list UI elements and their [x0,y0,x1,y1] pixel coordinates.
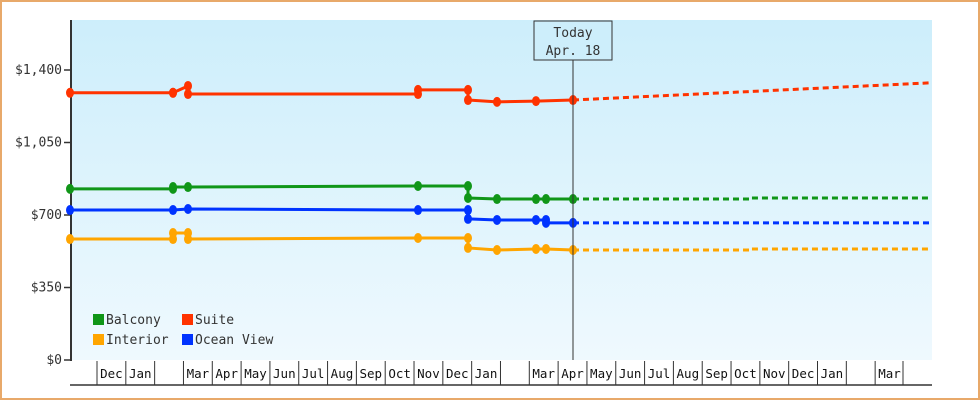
x-month-label: Nov [763,366,786,381]
x-month-label: May [244,366,267,381]
x-month-label: Jun [273,366,296,381]
series-ocean-view [66,203,930,228]
data-point[interactable] [532,214,540,225]
data-point[interactable] [532,194,540,205]
plot-area [72,20,932,360]
x-month-label: Sep [705,366,728,381]
x-month-label: Dec [446,366,469,381]
data-point[interactable] [414,232,422,243]
y-tick-label: $0 [46,353,62,368]
x-month-label: Mar [187,366,210,381]
today-label: Today [553,26,592,41]
legend-item-ocean-view[interactable]: Ocean View [182,333,273,348]
y-tick-label: $1,050 [15,136,62,151]
x-month-label: May [590,366,613,381]
series-balcony [66,181,930,205]
legend-item-interior[interactable]: Interior [93,333,169,348]
x-month-label: Jul [648,366,671,381]
x-month-label: Jan [129,366,152,381]
data-point[interactable] [184,89,192,100]
legend: Balcony Suite Interior Ocean View [93,313,273,348]
x-month-label: Apr [561,366,584,381]
data-point[interactable] [66,183,74,194]
x-month-label: Sep [360,366,383,381]
legend-label: Suite [195,313,234,328]
data-point[interactable] [493,194,501,205]
data-point[interactable] [464,84,472,95]
legend-label: Ocean View [195,333,273,348]
x-month-label: Oct [734,366,757,381]
data-point[interactable] [542,194,550,205]
data-point[interactable] [493,245,501,256]
x-axis: Dec Jan Mar Apr May Jun Jul Aug Sep Oct Nov Dec Jan M… [70,361,932,386]
legend-swatch [93,314,104,325]
data-point[interactable] [169,87,177,98]
data-point[interactable] [464,213,472,224]
data-point[interactable] [169,205,177,216]
x-month-label: Mar [532,366,555,381]
today-date: Apr. 18 [546,44,601,59]
x-month-label: Jul [302,366,325,381]
x-month-label: Aug [331,366,354,381]
x-month-label: Dec [792,366,815,381]
x-month-label: Aug [677,366,700,381]
legend-label: Interior [106,333,169,348]
data-point[interactable] [542,217,550,228]
data-point[interactable] [414,181,422,191]
data-point[interactable] [184,234,192,245]
x-month-label: Apr [215,366,238,381]
y-tick-label: $350 [31,281,62,296]
y-tick-label: $1,400 [15,63,62,78]
data-point[interactable] [464,232,472,243]
y-tick-label: $700 [31,208,62,223]
y-axis: $0 $350 $700 $1,050 $1,400 [15,20,72,368]
legend-item-suite[interactable]: Suite [182,313,234,328]
data-point[interactable] [66,234,74,245]
x-month-label: Jan [821,366,844,381]
legend-swatch [93,334,104,345]
x-month-label: Mar [878,366,901,381]
series-suite [66,80,931,107]
x-month-label: Oct [388,366,411,381]
x-month-label: Jan [475,366,498,381]
data-point[interactable] [532,96,540,107]
legend-swatch [182,334,193,345]
data-point[interactable] [493,214,501,225]
today-marker: Today Apr. 18 [533,20,613,360]
data-point[interactable] [464,205,472,216]
legend-label: Balcony [106,313,161,328]
data-point[interactable] [542,243,550,254]
data-point[interactable] [464,95,472,106]
x-month-label: Nov [417,366,440,381]
legend-item-balcony[interactable]: Balcony [93,313,161,328]
data-point[interactable] [184,203,192,214]
data-point[interactable] [464,193,472,204]
x-month-label: Dec [100,366,123,381]
data-point[interactable] [493,96,501,107]
data-point[interactable] [66,205,74,216]
data-point[interactable] [414,205,422,216]
data-point[interactable] [184,80,192,91]
data-point[interactable] [414,84,422,95]
data-point[interactable] [532,243,540,254]
data-point[interactable] [66,87,74,98]
data-point[interactable] [169,228,177,239]
data-point[interactable] [464,181,472,191]
data-point[interactable] [184,182,192,193]
legend-swatch [182,314,193,325]
data-point[interactable] [464,242,472,253]
x-month-label: Jun [619,366,642,381]
data-point[interactable] [169,182,177,193]
